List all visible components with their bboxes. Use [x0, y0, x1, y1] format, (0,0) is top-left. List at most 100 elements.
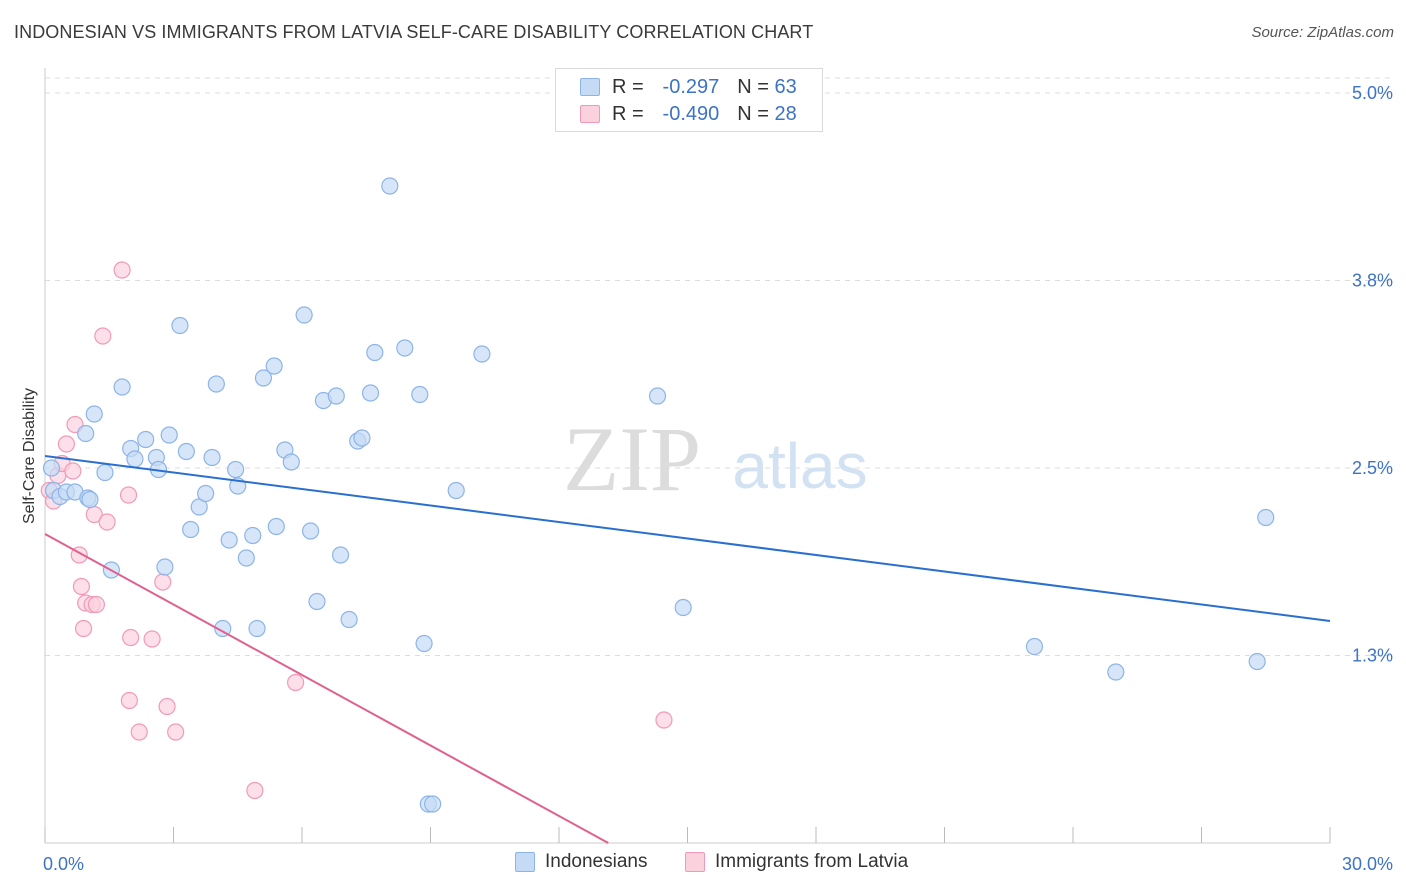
- indonesian-point: [301, 522, 320, 540]
- latvia-point: [87, 595, 106, 614]
- indonesian-point: [282, 453, 300, 471]
- indonesian-point: [353, 429, 371, 447]
- latvia-point: [154, 573, 172, 591]
- indonesian-point: [85, 405, 103, 423]
- chart-title: INDONESIAN VS IMMIGRANTS FROM LATVIA SEL…: [14, 22, 814, 42]
- indonesian-point: [381, 177, 399, 195]
- bottom-legend-latvia: Immigrants from Latvia: [685, 851, 908, 873]
- latvia-point: [655, 711, 673, 729]
- indonesian-point: [248, 619, 266, 638]
- series-indonesians-points: [42, 177, 1275, 813]
- legend-n-value: 63: [774, 75, 797, 98]
- indonesian-point: [1107, 663, 1125, 681]
- source-label: Source: ZipAtlas.com: [1251, 24, 1394, 41]
- bottom-legend-swatch-blue: [515, 852, 535, 872]
- latvia-point: [130, 723, 148, 741]
- legend-row-latvia: R = -0.490 N = 28: [580, 101, 797, 127]
- x-tick-label: 30.0%: [1342, 854, 1393, 874]
- indonesian-point: [473, 345, 491, 363]
- indonesian-point: [214, 619, 232, 638]
- latvia-point: [74, 619, 93, 638]
- indonesian-point: [207, 375, 225, 393]
- indonesian-point: [137, 430, 155, 449]
- legend-row-indonesians: R = -0.297 N = 63: [580, 74, 797, 100]
- indonesian-point: [648, 387, 667, 405]
- indonesian-point: [340, 610, 358, 629]
- bottom-legend-label: Indonesians: [545, 851, 648, 872]
- watermark-zip: ZIP: [563, 408, 701, 510]
- indonesian-point: [220, 531, 238, 549]
- bottom-legend-indonesians: Indonesians: [515, 851, 647, 873]
- latvia-point: [120, 691, 138, 710]
- latvia-point: [119, 486, 138, 504]
- indonesian-point: [227, 460, 245, 479]
- indonesian-point: [267, 517, 285, 536]
- y-tick-label: 3.8%: [1352, 271, 1393, 291]
- legend-n-label: N =: [737, 75, 769, 98]
- latvia-point: [64, 462, 82, 480]
- latvia-point: [286, 673, 305, 692]
- legend-r-value: -0.297: [662, 75, 720, 98]
- legend-r-label: R =: [612, 75, 644, 98]
- indonesian-point: [203, 448, 221, 467]
- legend-r-label: R =: [612, 102, 644, 125]
- y-tick-label: 5.0%: [1352, 83, 1393, 103]
- indonesian-point: [96, 463, 114, 482]
- latvia-point: [167, 723, 185, 741]
- indonesian-point: [254, 369, 273, 387]
- indonesian-point: [411, 385, 429, 404]
- watermark-atlas: atlas: [732, 430, 867, 502]
- latvia-point: [143, 630, 161, 648]
- latvia-point: [72, 577, 91, 596]
- indonesians-trend-line: [44, 455, 1331, 622]
- latvia-point: [94, 327, 112, 345]
- indonesian-point: [366, 343, 384, 362]
- indonesian-point: [1025, 637, 1044, 656]
- indonesian-point: [177, 442, 195, 461]
- bottom-legend-label: Immigrants from Latvia: [715, 851, 909, 872]
- watermark: ZIP atlas: [563, 408, 868, 510]
- latvia-point: [158, 697, 176, 716]
- indonesian-point: [265, 357, 283, 375]
- indonesian-point: [244, 526, 262, 545]
- y-tick-label: 2.5%: [1352, 458, 1393, 478]
- indonesian-point: [1248, 652, 1266, 671]
- indonesian-point: [361, 384, 380, 402]
- legend-swatch-pink: [580, 105, 600, 123]
- latvia-point: [113, 261, 131, 279]
- legend-r-value: -0.490: [662, 102, 720, 125]
- indonesian-point: [674, 598, 692, 617]
- indonesian-point: [113, 378, 131, 396]
- indonesian-point: [327, 387, 345, 405]
- indonesian-point: [156, 558, 174, 576]
- indonesian-point: [447, 481, 465, 500]
- indonesian-point: [308, 592, 326, 611]
- latvia-point: [57, 435, 76, 453]
- correlation-legend: R = -0.297 N = 63 R = -0.490 N = 28: [555, 68, 823, 132]
- trend-lines: [44, 455, 1331, 844]
- indonesian-point: [295, 306, 313, 324]
- indonesian-point: [237, 549, 255, 567]
- latvia-point: [122, 628, 140, 647]
- indonesian-point: [415, 634, 433, 653]
- indonesian-point: [424, 795, 442, 813]
- latvia-trend-line: [44, 533, 609, 844]
- y-tick-label: 1.3%: [1352, 646, 1393, 666]
- indonesian-point: [77, 424, 95, 443]
- latvia-point: [246, 781, 264, 800]
- indonesian-point: [1257, 508, 1275, 527]
- indonesian-point: [396, 339, 414, 357]
- indonesian-point: [331, 546, 350, 564]
- indonesian-point: [160, 426, 178, 444]
- tick-labels: 1.3% 2.5% 3.8% 5.0% 0.0% 30.0%: [43, 83, 1393, 874]
- latvia-point: [98, 513, 116, 531]
- indonesian-point: [81, 490, 99, 509]
- indonesian-point: [42, 459, 61, 477]
- series-latvia-points: [40, 261, 673, 800]
- indonesian-point: [171, 316, 189, 335]
- legend-n-value: 28: [774, 102, 797, 125]
- indonesian-point: [197, 484, 215, 503]
- legend-n-label: N =: [737, 102, 769, 125]
- gridlines: [45, 77, 1395, 656]
